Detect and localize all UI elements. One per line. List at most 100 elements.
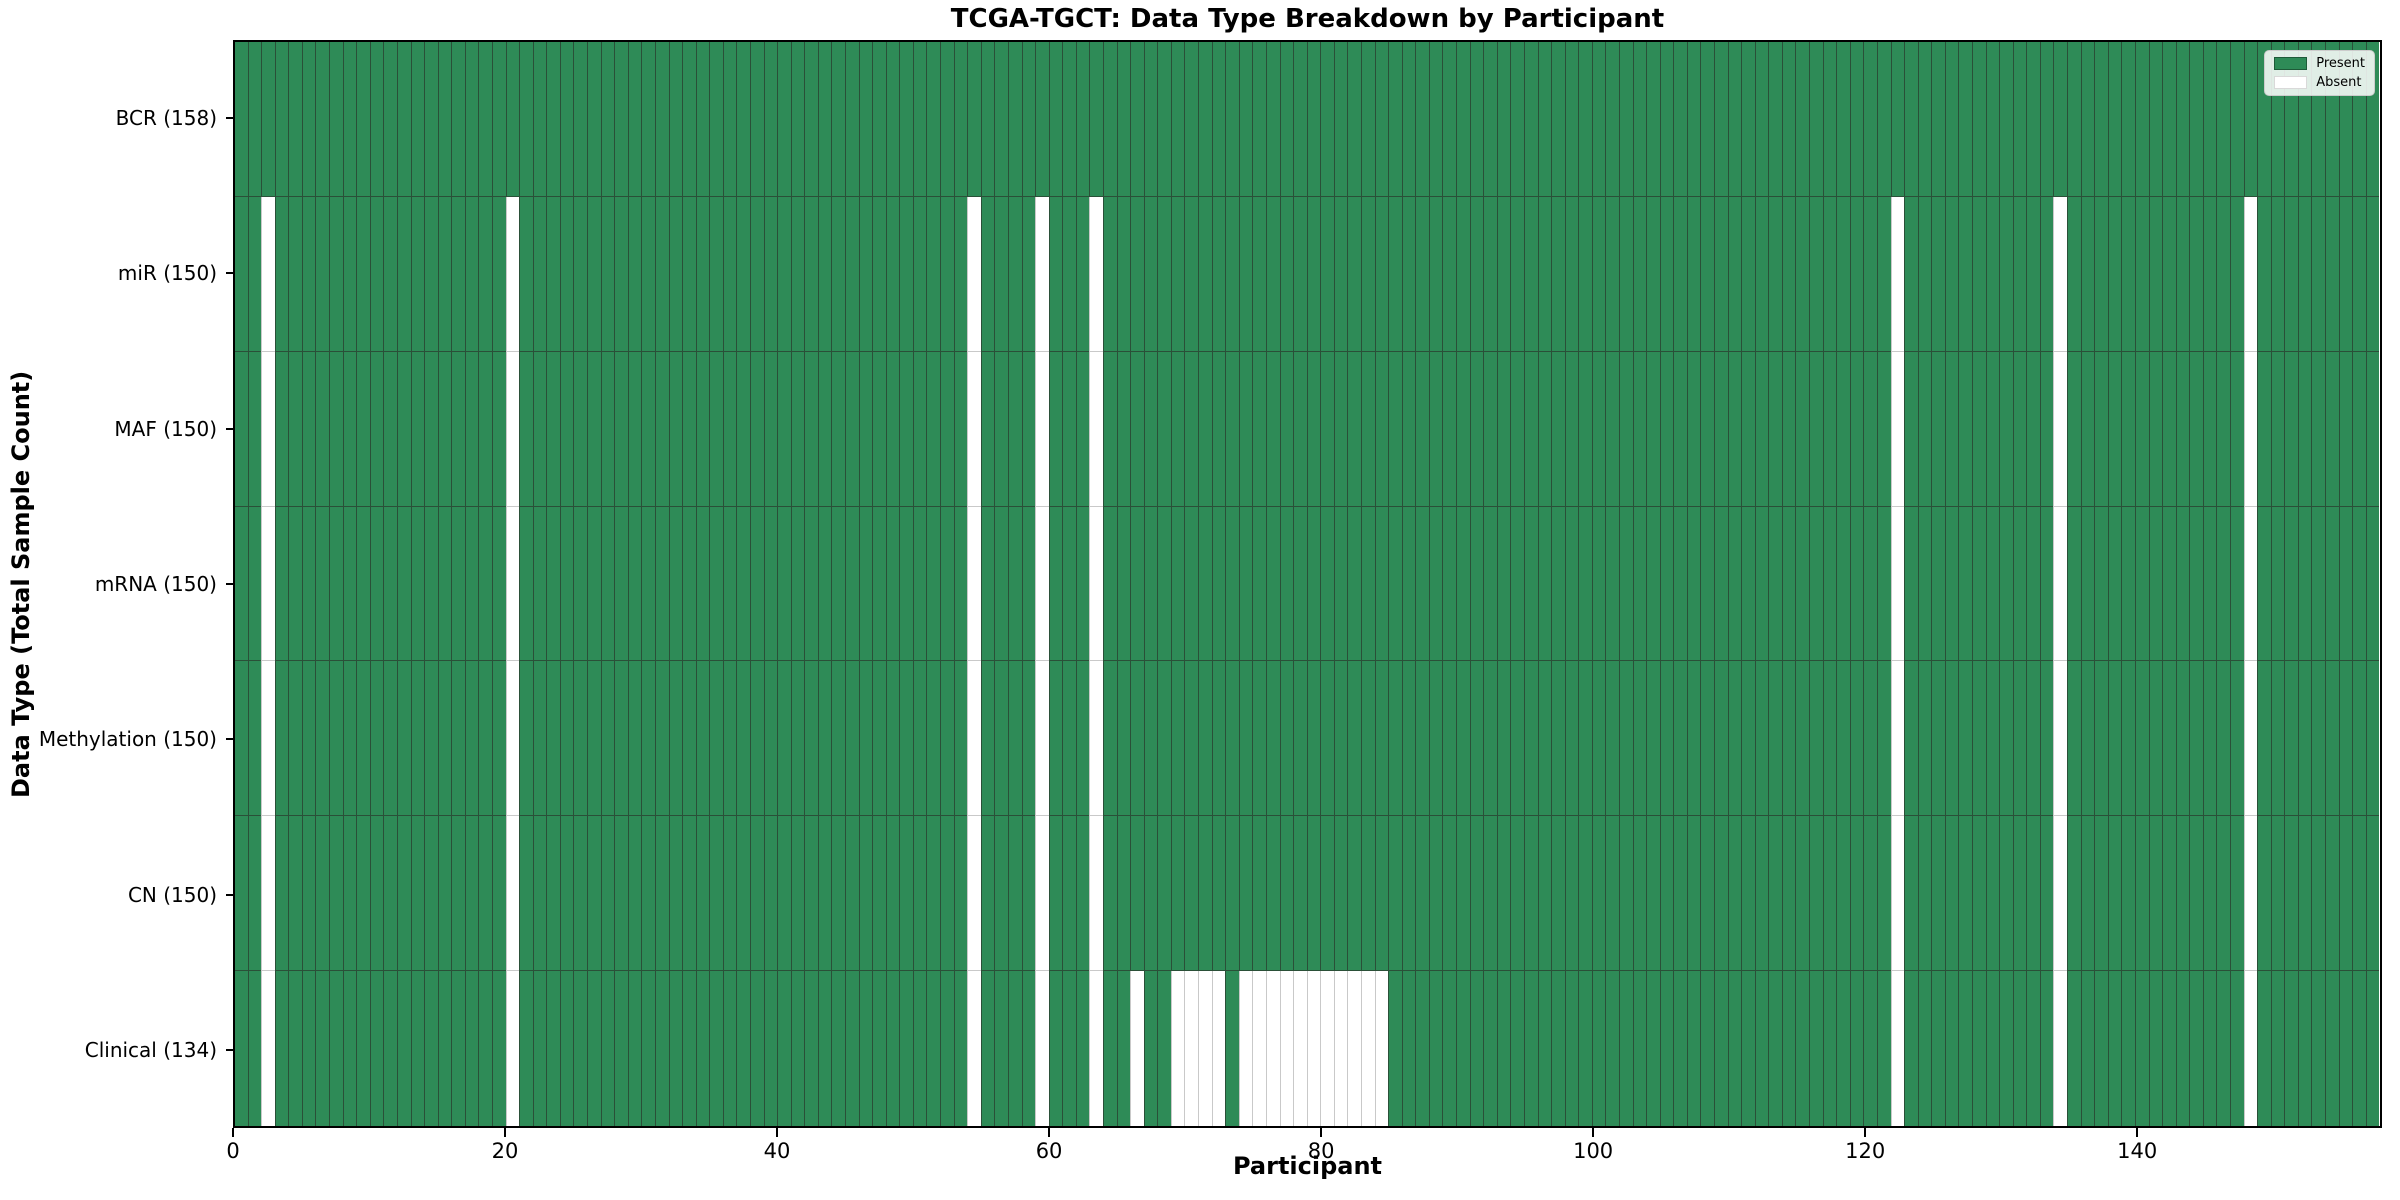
heatmap-cell [2107,506,2122,662]
heatmap-cell [2039,506,2054,662]
heatmap-cell [1578,351,1592,507]
heatmap-cell [1591,816,1606,972]
plot-area: Present Absent [233,40,2382,1128]
heatmap-cell [1849,351,1864,507]
heatmap-cell [261,351,275,507]
heatmap-cell [1686,351,1701,507]
heatmap-cell [1863,196,1877,352]
heatmap-cell [2365,196,2380,352]
heatmap-cell [1225,196,1239,352]
heatmap-cell [1211,196,1226,352]
heatmap-cell [1863,661,1877,817]
heatmap-cell [2297,506,2312,662]
heatmap-cell [1007,42,1022,197]
heatmap-cell [1062,351,1076,507]
heatmap-cell [627,971,642,1127]
heatmap-cell [2352,196,2366,352]
heatmap-cell [1089,42,1103,197]
heatmap-cell [1306,971,1321,1127]
heatmap-cell [885,506,900,662]
heatmap-cell [464,351,479,507]
heatmap-cell [1958,816,1972,972]
heatmap-cell [899,816,913,972]
heatmap-cell [410,351,425,507]
heatmap-cell [1917,971,1932,1127]
heatmap-cell [1347,661,1361,817]
heatmap-cell [1293,506,1307,662]
heatmap-cell [695,816,710,972]
heatmap-cell [2216,661,2230,817]
heatmap-cell [1659,506,1674,662]
y-axis: BCR (158) miR (150) MAF (150) mRNA (150) Met… [0,40,235,1128]
heatmap-cell [1374,971,1389,1127]
heatmap-cell [424,196,438,352]
heatmap-cell [994,661,1008,817]
heatmap-cell [1673,506,1687,662]
heatmap-cell [1768,506,1782,662]
heatmap-cell [1089,196,1103,352]
heatmap-cell [2121,661,2135,817]
heatmap-cell [410,816,425,972]
heatmap-cell [2243,42,2258,197]
heatmap-cell [899,196,913,352]
heatmap-cell [763,816,778,972]
heatmap-cell [1510,816,1524,972]
heatmap-row-mRNA [235,506,2380,662]
heatmap-cell [1333,816,1348,972]
heatmap-cell [369,971,384,1127]
heatmap-cell [519,351,533,507]
heatmap-cell [1822,661,1837,817]
x-tick-mark [232,1128,234,1137]
heatmap-cell [1686,506,1701,662]
heatmap-cell [1551,971,1565,1127]
heatmap-cell [519,661,533,817]
heatmap-cell [1347,351,1361,507]
heatmap-cell [709,661,723,817]
heatmap-cell [899,42,913,197]
heatmap-cell [1035,42,1049,197]
heatmap-cell [2175,196,2190,352]
heatmap-cell [437,971,452,1127]
heatmap-cell [1374,351,1389,507]
heatmap-cell [464,971,479,1127]
heatmap-cell [491,971,506,1127]
heatmap-cell [1415,661,1429,817]
heatmap-cell [1985,971,2000,1127]
heatmap-cell [2325,506,2339,662]
heatmap-cell [872,971,886,1127]
legend-label: Absent [2316,75,2362,90]
heatmap-cell [573,42,588,197]
heatmap-cell [1904,42,1918,197]
heatmap-cell [2243,506,2258,662]
heatmap-cell [2325,661,2339,817]
heatmap-cell [858,42,873,197]
heatmap-cell [1686,661,1701,817]
heatmap-cell [845,196,859,352]
heatmap-cell [1958,351,1972,507]
heatmap-cell [1021,196,1036,352]
heatmap-cell [2216,351,2230,507]
heatmap-cell [329,816,343,972]
x-tick-mark [2136,1128,2139,1137]
heatmap-cell [410,971,425,1127]
heatmap-cell [967,816,981,972]
heatmap-cell [2107,42,2122,197]
heatmap-cell [1157,661,1171,817]
heatmap-cell [1646,351,1660,507]
heatmap-cell [235,196,248,352]
heatmap-cell [2134,42,2149,197]
heatmap-cell [1238,42,1253,197]
heatmap-cell [2229,661,2244,817]
heatmap-cell [614,196,628,352]
heatmap-cell [1007,196,1022,352]
heatmap-cell [1143,971,1158,1127]
heatmap-cell [288,506,302,662]
heatmap-cell [587,196,601,352]
heatmap-cell [329,351,343,507]
heatmap-cell [1293,42,1307,197]
x-tick-mark [1592,1128,1595,1137]
heatmap-cell [980,506,995,662]
heatmap-cell [559,42,574,197]
heatmap-cell [1062,196,1076,352]
heatmap-cell [1958,971,1972,1127]
